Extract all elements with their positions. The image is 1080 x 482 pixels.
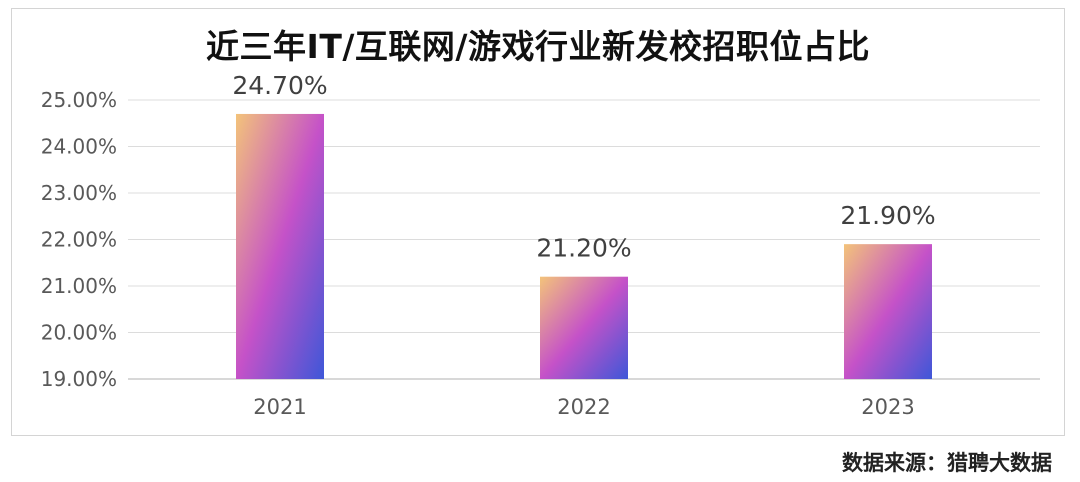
y-tick-label: 24.00% bbox=[41, 135, 117, 159]
bar-2023 bbox=[844, 244, 932, 379]
bar-2022 bbox=[540, 276, 628, 379]
y-tick-label: 19.00% bbox=[41, 367, 117, 391]
x-tick-label-2022: 2022 bbox=[557, 395, 610, 419]
x-axis-tick-labels: 2021 2022 2023 bbox=[253, 395, 914, 419]
bars bbox=[236, 113, 932, 379]
y-tick-label: 20.00% bbox=[41, 321, 117, 345]
data-label-2022: 21.20% bbox=[536, 234, 631, 263]
bar-2021 bbox=[236, 113, 324, 379]
y-tick-label: 21.00% bbox=[41, 274, 117, 298]
y-tick-label: 22.00% bbox=[41, 228, 117, 252]
x-tick-label-2023: 2023 bbox=[861, 395, 914, 419]
chart-title: 近三年IT/互联网/游戏行业新发校招职位占比 bbox=[206, 27, 870, 66]
data-label-2023: 21.90% bbox=[840, 201, 935, 230]
source-note: 数据来源：猎聘大数据 bbox=[842, 451, 1052, 475]
x-tick-label-2021: 2021 bbox=[253, 395, 306, 419]
data-labels: 24.70% 21.20% 21.90% bbox=[232, 71, 935, 263]
data-label-2021: 24.70% bbox=[232, 71, 327, 100]
y-tick-label: 23.00% bbox=[41, 181, 117, 205]
y-axis-tick-labels: 19.00% 20.00% 21.00% 22.00% 23.00% 24.00% 25.0… bbox=[41, 88, 117, 391]
y-tick-label: 25.00% bbox=[41, 88, 117, 112]
